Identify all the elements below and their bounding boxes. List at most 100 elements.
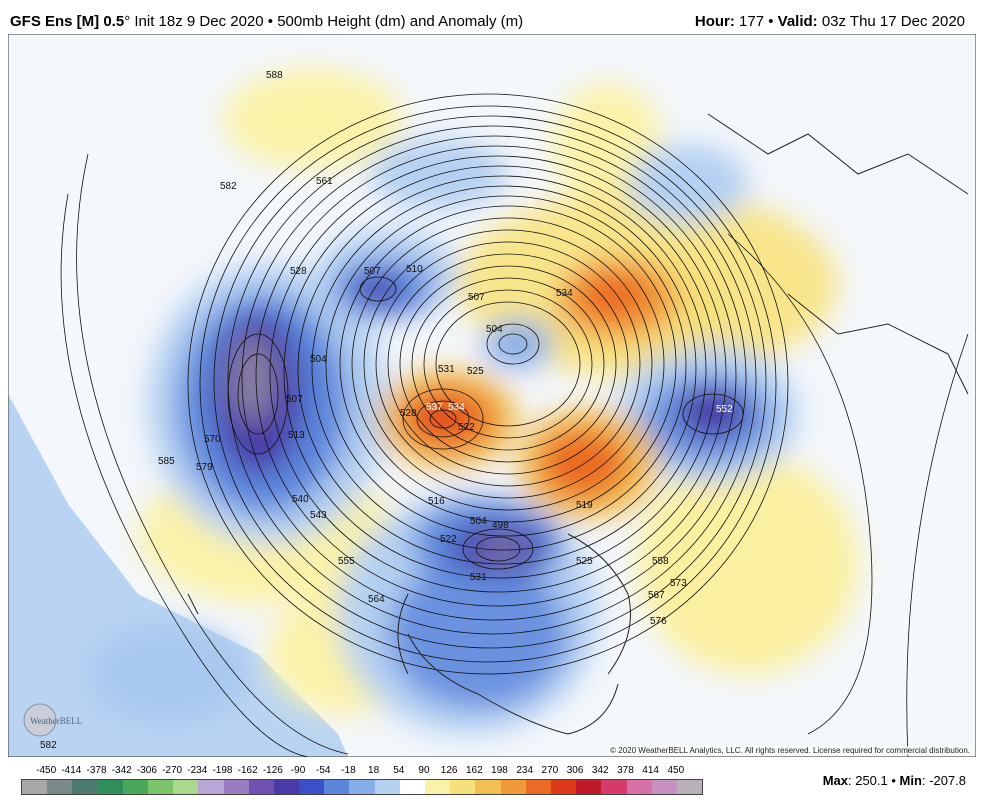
- contour-label: 525: [467, 366, 484, 377]
- contour-label: 528: [290, 266, 307, 277]
- contour-label: 579: [196, 462, 213, 473]
- contour-label: 537: [426, 402, 443, 413]
- colorbar-tick: -450: [36, 765, 57, 776]
- colorbar-tick: 90: [418, 765, 430, 776]
- colorbar-tick: -18: [341, 765, 356, 776]
- contour-label: 567: [648, 590, 665, 601]
- colorbar-tick: -234: [187, 765, 208, 776]
- contour-label: 555: [338, 556, 355, 567]
- contour-label: 534: [448, 402, 465, 413]
- colorbar-tick: -342: [111, 765, 132, 776]
- contour-label: 519: [576, 500, 593, 511]
- degree-symbol: °: [124, 13, 131, 30]
- contour-label: 534: [556, 288, 573, 299]
- colorbar-tick: 18: [368, 765, 380, 776]
- contour-label: 504: [310, 354, 327, 365]
- contour-label: 585: [158, 456, 175, 467]
- weather-map: 588 582 561 528 507 510 507 504 534 504 …: [8, 34, 976, 757]
- model-name: GFS Ens [M] 0.5: [10, 13, 125, 30]
- colorbar-tick: 270: [541, 765, 559, 776]
- colorbar-swatch: [349, 780, 375, 794]
- colorbar-swatch: [299, 780, 325, 794]
- colorbar-swatch: [374, 780, 400, 794]
- contour-label: 531: [438, 364, 455, 375]
- contour-label: 507: [468, 292, 485, 303]
- contour-label: 504: [486, 324, 503, 335]
- valid-label: Valid:: [777, 13, 818, 30]
- colorbar-tick: -306: [136, 765, 157, 776]
- colorbar-tick-labels: -450 -414 -378 -342 -306 -270 -234 -198 -162 -126…: [12, 765, 702, 777]
- colorbar-tick: 414: [642, 765, 659, 776]
- contour-label: 525: [576, 556, 593, 567]
- colorbar-swatch: [198, 780, 224, 794]
- hour-label: Hour:: [694, 13, 735, 30]
- coastlines: [187, 113, 969, 735]
- colorbar-swatch: [97, 780, 123, 794]
- colorbar-swatch: [147, 780, 174, 794]
- colorbar-swatch: [72, 780, 98, 794]
- colorbar-swatch: [475, 780, 501, 794]
- colorbar-tick: 306: [566, 765, 584, 776]
- colorbar-swatch: [676, 780, 703, 794]
- colorbar-tick: -198: [212, 765, 233, 776]
- colorbar-tick: 378: [617, 765, 634, 776]
- colorbar-tick: -90: [290, 765, 306, 776]
- colorbar-swatch: [273, 780, 300, 794]
- colorbar-tick: 198: [491, 765, 508, 776]
- contour-label: 573: [670, 578, 687, 589]
- colorbar-tick: 126: [440, 765, 458, 776]
- colorbar-swatch: [22, 780, 48, 794]
- contour-label: 570: [204, 434, 221, 445]
- contour-label: 507: [364, 266, 381, 277]
- colorbar-swatch: [525, 780, 551, 794]
- contour-label: 543: [310, 510, 327, 521]
- contour-label-layer: 588 582 561 528 507 510 507 504 534 504 …: [40, 70, 733, 751]
- init-description: Init 18z 9 Dec 2020 • 500mb Height (dm) …: [130, 13, 524, 30]
- contour-label: 576: [650, 616, 667, 627]
- colorbar-tick: 162: [465, 765, 483, 776]
- max-min-readout: Max: 250.1 • Min: -207.8: [823, 773, 966, 788]
- colorbar-swatch: [399, 780, 425, 794]
- hour-value: 177 •: [734, 13, 778, 30]
- anomaly-colorbar: [21, 779, 703, 795]
- colorbar-tick: -162: [237, 765, 258, 776]
- weatherbell-logo: WeatherBELL: [22, 700, 114, 748]
- colorbar-swatch: [601, 780, 627, 794]
- colorbar-tick: -378: [86, 765, 107, 776]
- contour-label: 552: [716, 404, 733, 415]
- colorbar-tick: -270: [162, 765, 183, 776]
- colorbar-swatch: [576, 780, 602, 794]
- map-canvas: 588 582 561 528 507 510 507 504 534 504 …: [8, 34, 976, 757]
- contour-label: 513: [288, 430, 305, 441]
- colorbar-swatch: [500, 780, 526, 794]
- colorbar-swatch: [324, 780, 350, 794]
- max-value: : 250.1 •: [847, 773, 900, 788]
- colorbar-tick: -126: [262, 765, 283, 776]
- forecast-time: Hour: 177 • Valid: 03z Thu 17 Dec 2020: [695, 13, 965, 30]
- min-value: : -207.8: [921, 773, 966, 788]
- contour-label: 516: [428, 496, 445, 507]
- contour-label: 498: [492, 520, 509, 531]
- colorbar-swatch: [450, 780, 476, 794]
- contour-label: 522: [440, 534, 457, 545]
- max-label: Max: [822, 773, 848, 788]
- min-label: Min: [899, 773, 922, 788]
- header-bar: GFS Ens [M] 0.5° Init 18z 9 Dec 2020 • 5…: [0, 0, 984, 34]
- contour-label: 528: [400, 408, 417, 419]
- anomaly-fields: [88, 69, 858, 734]
- contour-label: 561: [316, 176, 333, 187]
- colorbar-tick: -414: [61, 765, 82, 776]
- colorbar-tick: -54: [315, 765, 331, 776]
- colorbar-tick: 234: [516, 765, 534, 776]
- contour-label: 558: [652, 556, 669, 567]
- colorbar-swatch: [248, 780, 274, 794]
- contour-label: 510: [406, 264, 423, 275]
- valid-value: 03z Thu 17 Dec 2020: [817, 13, 965, 30]
- height-contours: [60, 93, 969, 757]
- contour-label: 582: [40, 740, 57, 751]
- contour-label: 588: [266, 70, 283, 81]
- colorbar-swatch: [122, 780, 148, 794]
- contour-label: 504: [470, 516, 487, 527]
- colorbar-swatch: [626, 780, 652, 794]
- copyright-notice: © 2020 WeatherBELL Analytics, LLC. All r…: [608, 746, 972, 755]
